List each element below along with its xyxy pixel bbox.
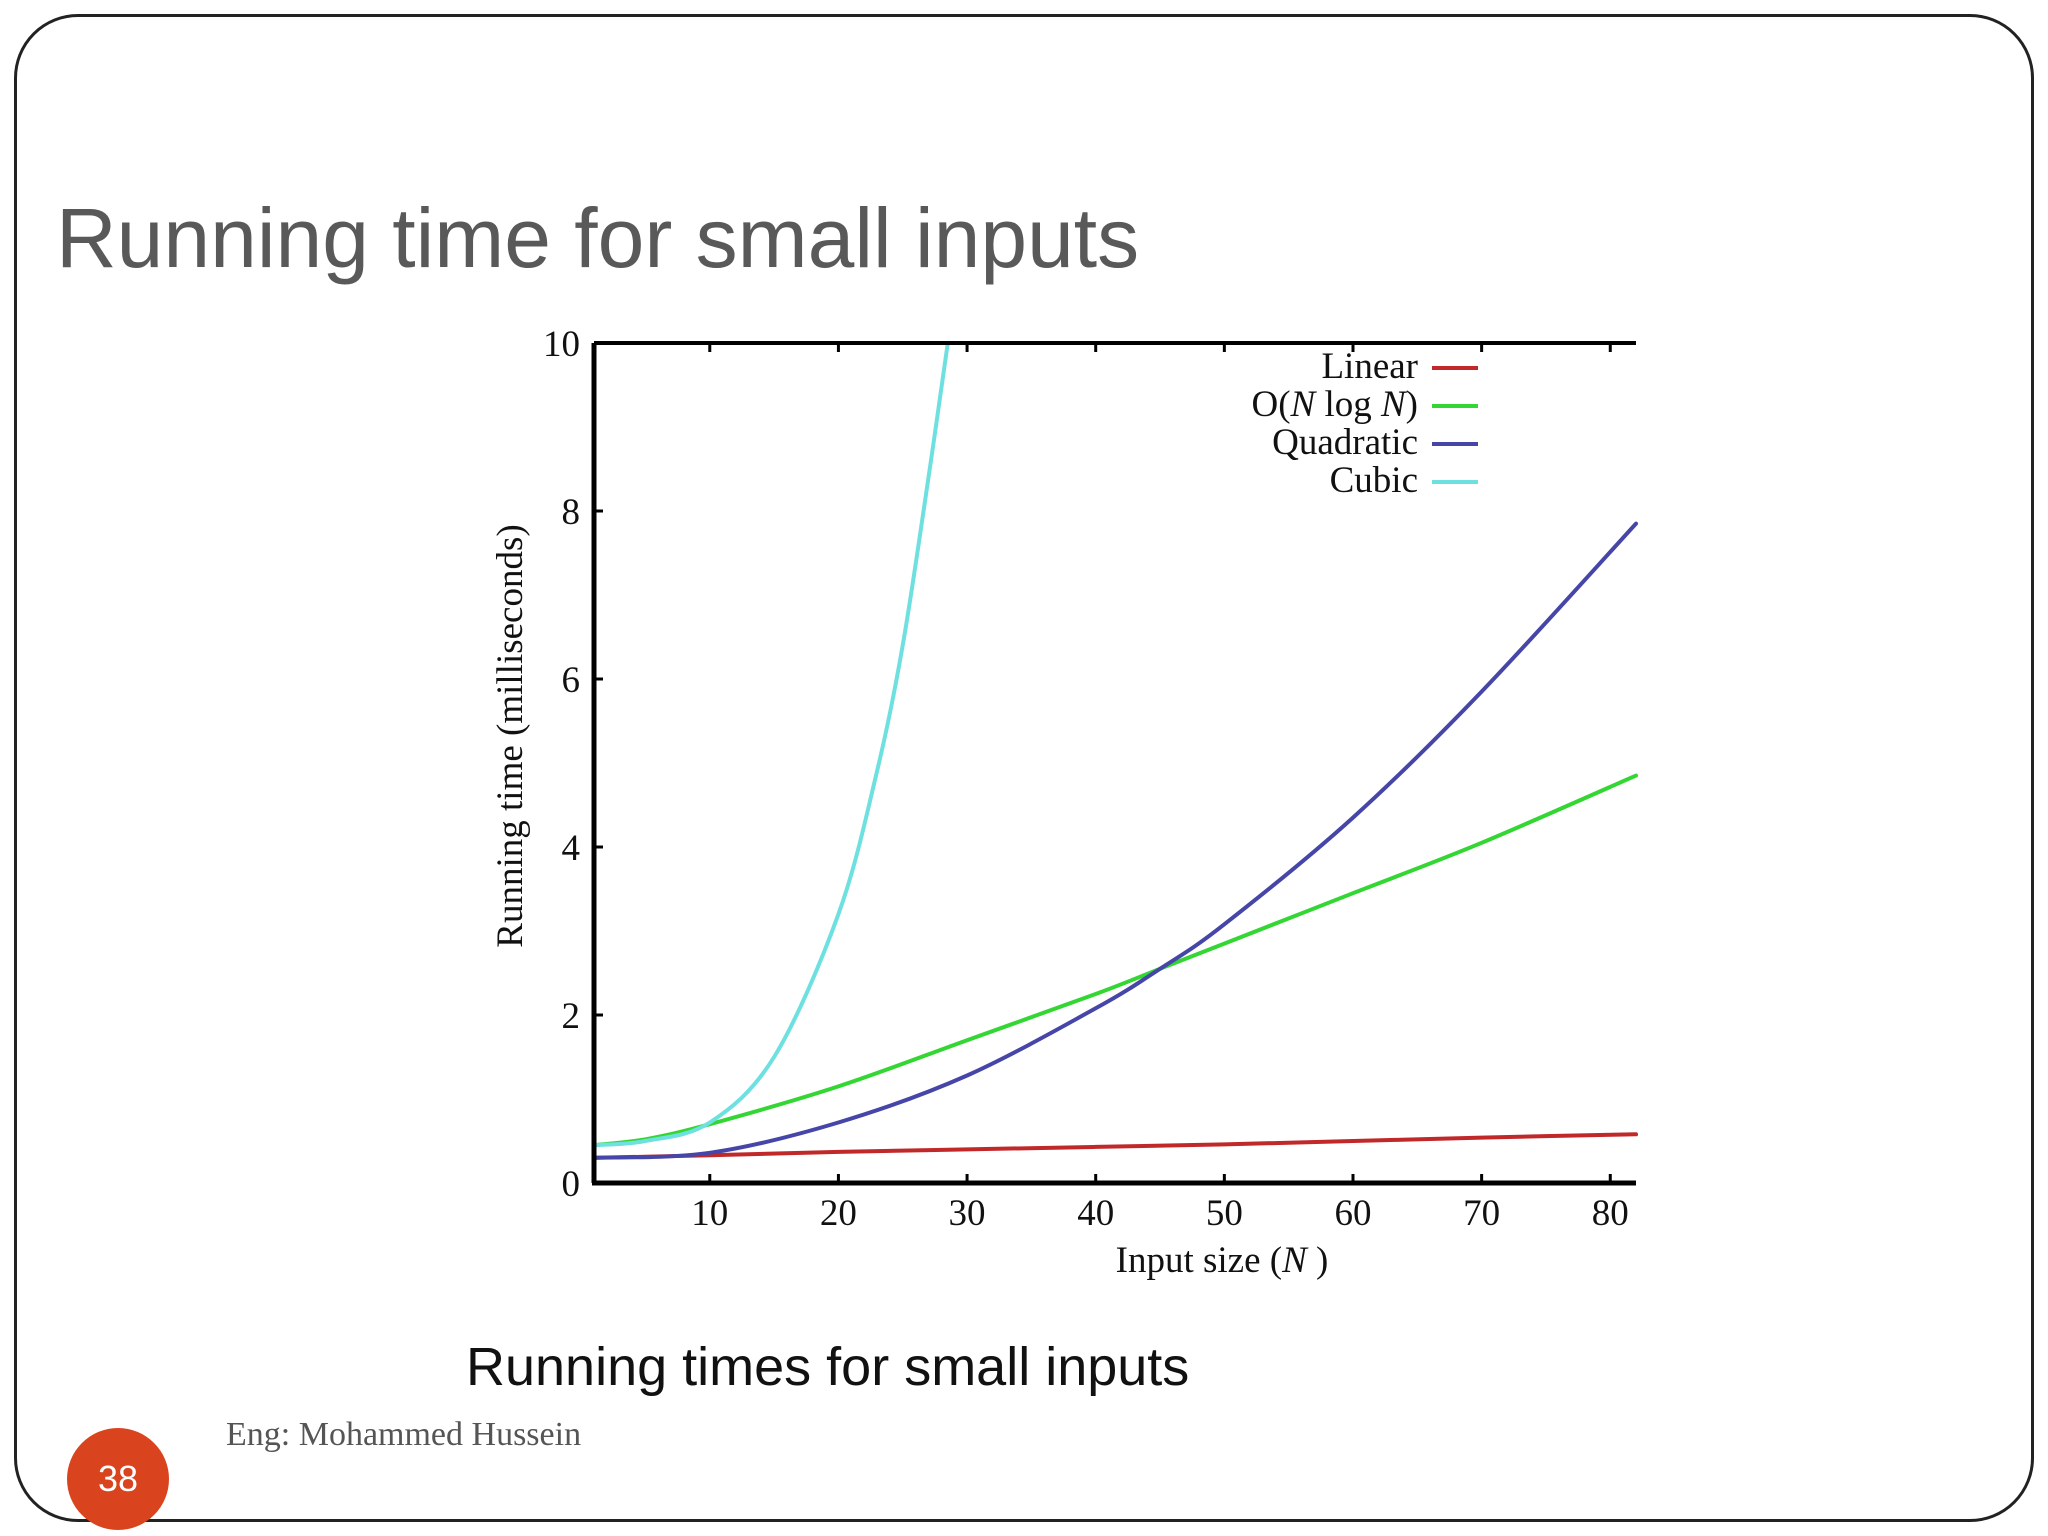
y-axis-label: Running time (milliseconds) [490, 524, 531, 947]
slide-title: Running time for small inputs [56, 191, 1140, 285]
x-tick-label: 40 [1077, 1193, 1114, 1234]
x-tick-label: 80 [1592, 1193, 1629, 1234]
y-tick-label: 4 [562, 828, 581, 869]
y-tick-label: 8 [562, 492, 581, 533]
chart-axes [591, 341, 1636, 1186]
series-line-cubic [592, 341, 950, 1148]
x-tick-label: 10 [691, 1193, 728, 1234]
y-tick-label: 2 [562, 996, 581, 1037]
legend-label: O(N log N) [1251, 384, 1418, 425]
slide-frame [14, 14, 2034, 1522]
x-tick-label: 30 [949, 1193, 986, 1234]
page-number-badge: 38 [67, 1428, 169, 1530]
series-line-quadratic [592, 521, 1638, 1160]
author-credit: Eng: Mohammed Hussein [226, 1416, 582, 1453]
series-line-linear [592, 1132, 1638, 1160]
chart-caption-wrap: Running times for small inputs [466, 1336, 1189, 1398]
legend-label: Quadratic [1272, 422, 1418, 463]
x-tick-label: 60 [1334, 1193, 1371, 1234]
axis-ticks: 10 20 30 40 50 60 70 80 0 2 4 6 8 10 [543, 324, 1629, 1234]
x-tick-label: 20 [820, 1193, 857, 1234]
y-tick-label: 10 [543, 324, 580, 365]
chart-caption: Running times for small inputs [466, 1337, 1190, 1397]
x-axis-label: Input size (N ) [1116, 1240, 1329, 1281]
y-tick-label: 6 [562, 660, 581, 701]
legend-label: Cubic [1330, 460, 1418, 501]
y-tick-label: 0 [562, 1164, 581, 1205]
legend-label: Linear [1321, 346, 1418, 387]
x-tick-label: 70 [1463, 1193, 1500, 1234]
series-lines [592, 341, 1638, 1160]
x-tick-label: 50 [1206, 1193, 1243, 1234]
